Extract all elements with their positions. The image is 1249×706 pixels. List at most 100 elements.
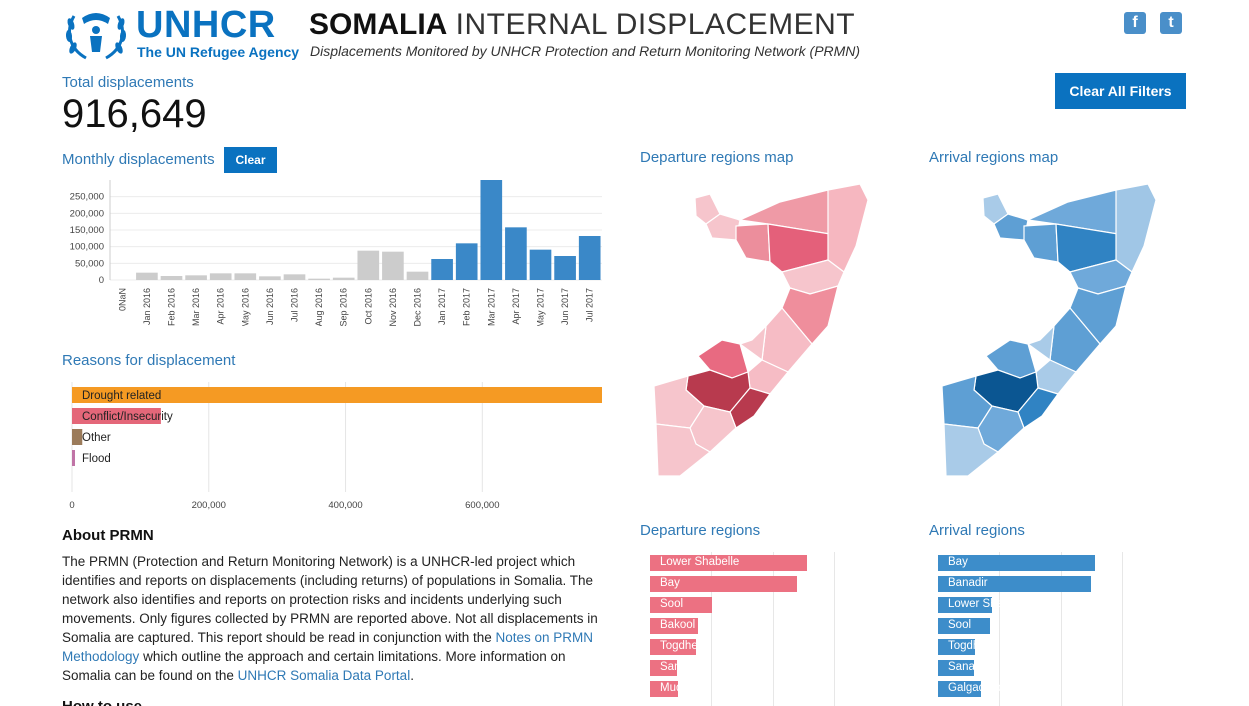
region-bar[interactable] [650, 639, 696, 655]
reason-bar[interactable] [72, 408, 161, 424]
twitter-icon[interactable]: t [1160, 12, 1182, 34]
x-tick-label: 200,000 [192, 500, 226, 511]
clear-monthly-button[interactable]: Clear [224, 147, 277, 173]
monthly-bar[interactable] [332, 277, 355, 280]
monthly-bar[interactable] [480, 180, 503, 280]
monthly-bar[interactable] [357, 250, 380, 280]
monthly-bar[interactable] [234, 273, 257, 280]
map-region-togdheer[interactable] [735, 223, 771, 263]
reason-bar[interactable] [72, 387, 602, 403]
x-tick-label: 600,000 [465, 500, 499, 511]
monthly-bar[interactable] [505, 227, 527, 280]
region-bar[interactable] [650, 597, 713, 613]
region-row[interactable]: Galgaduud [938, 678, 1188, 699]
region-row[interactable]: Lower Shabelle [938, 594, 1188, 615]
reason-label: Other [82, 432, 111, 444]
monthly-bar[interactable] [578, 236, 601, 280]
monthly-bar[interactable] [455, 243, 478, 280]
map-region-bari[interactable] [1115, 183, 1157, 273]
reasons-for-displacement-chart[interactable]: 0 200,000 400,000 600,000 Drought related Con… [62, 378, 607, 513]
monthly-bar[interactable] [308, 278, 330, 280]
map-region-togdheer[interactable] [1023, 223, 1059, 263]
monthly-bar[interactable] [259, 276, 281, 280]
reason-bar[interactable] [72, 450, 75, 466]
region-row[interactable]: Bay [938, 552, 1188, 573]
region-bar[interactable] [650, 555, 807, 571]
arrival-map-label: Arrival regions map [929, 149, 1059, 166]
monthly-bar[interactable] [431, 259, 453, 280]
map-region-lower-juba[interactable] [943, 423, 1000, 477]
region-label: Sool [948, 619, 972, 631]
region-label: Togdheer [948, 640, 996, 652]
monthly-displacements-chart[interactable]: 0 50,000 100,000 150,000 200,000 250,000 0NaN J… [62, 176, 607, 326]
departure-regions-chart[interactable]: Lower Shabelle Bay Sool Bakool Togdheer Sanaa… [650, 552, 900, 706]
region-gridline [1060, 552, 1062, 706]
reason-bar[interactable] [72, 429, 83, 445]
reason-label: Flood [82, 453, 111, 465]
total-displacements-value: 916,649 [62, 92, 207, 136]
map-region-lower-juba[interactable] [655, 423, 712, 477]
region-bar[interactable] [650, 681, 679, 697]
region-bar[interactable] [938, 576, 1091, 592]
region-label: Sanaag [948, 661, 988, 673]
x-tick-label: Feb 2016 [167, 288, 177, 326]
map-region-bari[interactable] [827, 183, 869, 273]
monthly-displacements-label: Monthly displacements [62, 151, 215, 168]
x-tick-label: May 2016 [240, 288, 250, 326]
y-tick-label: 50,000 [75, 258, 104, 269]
region-row[interactable]: Sanaag [938, 657, 1188, 678]
x-tick-label: Jan 2016 [142, 288, 152, 325]
region-row[interactable]: Bay [650, 573, 900, 594]
monthly-bar[interactable] [283, 274, 306, 280]
region-row[interactable]: Lower Shabelle [650, 552, 900, 573]
region-bar[interactable] [650, 660, 677, 676]
x-tick-label: Jun 2016 [265, 288, 275, 325]
total-displacements-label: Total displacements [62, 74, 194, 91]
region-bar[interactable] [938, 681, 982, 697]
region-row[interactable]: Togdheer [938, 636, 1188, 657]
region-gridline [772, 552, 774, 706]
monthly-bar[interactable] [406, 271, 429, 280]
region-row[interactable]: Sool [938, 615, 1188, 636]
departure-regions-map[interactable] [650, 176, 890, 486]
x-tick-label: Jul 2017 [585, 288, 595, 322]
region-bar[interactable] [938, 618, 990, 634]
unhcr-somalia-data-portal-link[interactable]: UNHCR Somalia Data Portal [237, 668, 411, 683]
x-tick-label: Mar 2017 [486, 288, 496, 326]
region-row[interactable]: Sanaag [650, 657, 900, 678]
monthly-bar[interactable] [136, 272, 158, 280]
monthly-bar[interactable] [160, 276, 183, 280]
region-bar[interactable] [938, 639, 975, 655]
region-label: Bay [948, 556, 968, 568]
map-region-hiraan[interactable] [738, 324, 767, 362]
about-prmn-title: About PRMN [62, 527, 154, 544]
region-bar[interactable] [650, 618, 698, 634]
region-row[interactable]: Togdheer [650, 636, 900, 657]
monthly-bar[interactable] [382, 251, 404, 280]
monthly-bar[interactable] [185, 275, 207, 280]
region-row[interactable]: Bakool [650, 615, 900, 636]
region-gridline [1121, 552, 1123, 706]
x-tick-label: Apr 2017 [511, 288, 521, 325]
logo-subtitle: The UN Refugee Agency [137, 44, 300, 60]
monthly-bar[interactable] [554, 256, 576, 280]
notes-on-prmn-methodology-link[interactable]: Notes on PRMN Methodology [62, 630, 594, 664]
facebook-icon[interactable]: f [1124, 12, 1146, 34]
monthly-bar[interactable] [209, 273, 232, 280]
monthly-bar[interactable] [529, 249, 552, 280]
arrival-regions-label: Arrival regions [929, 522, 1025, 539]
region-bar[interactable] [938, 555, 1095, 571]
region-bar[interactable] [938, 597, 992, 613]
region-bar[interactable] [650, 576, 797, 592]
region-gridline [711, 552, 713, 706]
arrival-regions-chart[interactable]: Bay Banadir Lower Shabelle Sool Togdheer Sana… [938, 552, 1188, 706]
x-tick-label: Aug 2016 [314, 288, 324, 326]
region-row[interactable]: Sool [650, 594, 900, 615]
region-bar[interactable] [938, 660, 974, 676]
map-region-hiraan[interactable] [1026, 324, 1055, 362]
region-row[interactable]: Mudug [650, 678, 900, 699]
region-label: Lower Shabelle [948, 598, 1028, 610]
clear-all-filters-button[interactable]: Clear All Filters [1055, 73, 1186, 109]
arrival-regions-map[interactable] [938, 176, 1178, 486]
region-row[interactable]: Banadir [938, 573, 1188, 594]
